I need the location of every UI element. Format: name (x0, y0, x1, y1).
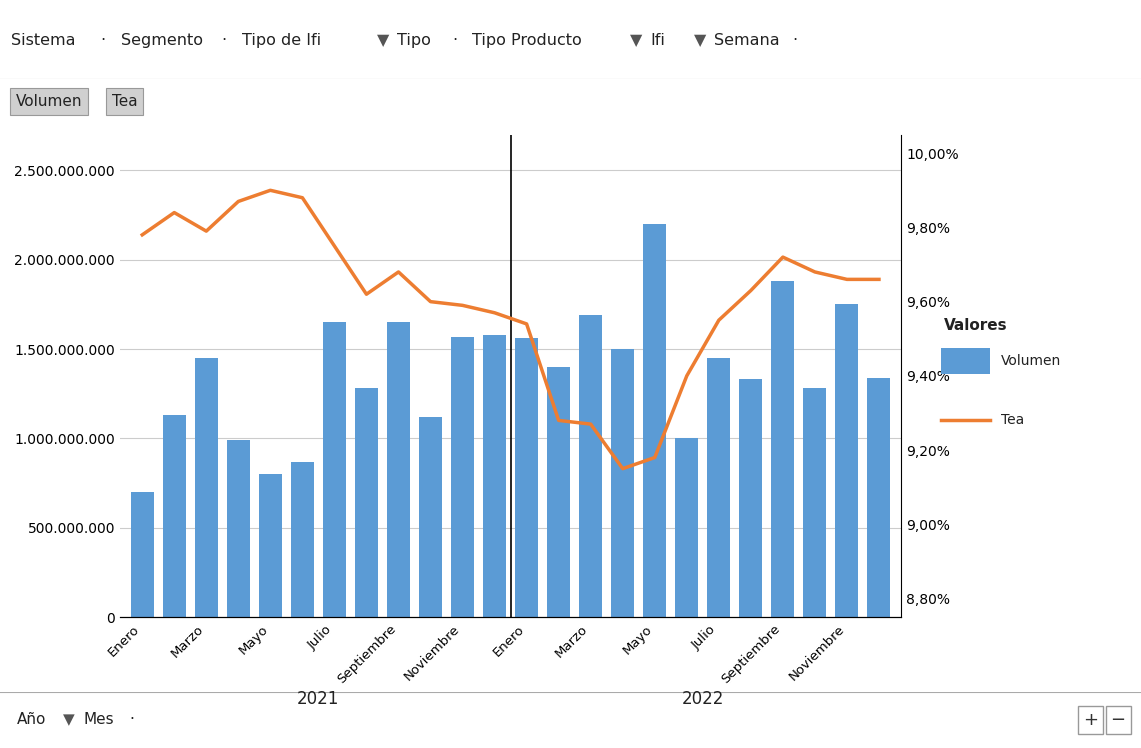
Text: Ifi: Ifi (650, 34, 665, 49)
Bar (580, 315, 602, 617)
Text: ·: · (221, 34, 226, 49)
Text: Volumen: Volumen (16, 94, 82, 109)
Text: 2021: 2021 (297, 690, 340, 708)
Text: Tipo Producto: Tipo Producto (472, 34, 582, 49)
Text: Tea: Tea (1001, 413, 1023, 427)
Bar (291, 462, 314, 617)
Text: Tipo: Tipo (397, 34, 431, 49)
Bar (259, 474, 282, 617)
Bar (771, 281, 794, 617)
Bar (419, 417, 442, 617)
Text: ▼: ▼ (630, 34, 642, 49)
Bar (707, 358, 730, 617)
Bar (355, 388, 378, 617)
Text: −: − (1110, 711, 1126, 729)
Text: Volumen: Volumen (1001, 354, 1061, 368)
Text: +: + (1083, 711, 1099, 729)
Text: ▼: ▼ (63, 712, 74, 728)
Bar (739, 379, 762, 617)
Text: ·: · (792, 34, 796, 49)
Bar (483, 335, 507, 617)
Bar (131, 492, 154, 617)
Text: ·: · (100, 34, 105, 49)
Text: ·: · (129, 712, 133, 728)
Bar (451, 337, 474, 617)
Text: Segmento: Segmento (121, 34, 203, 49)
Text: 2022: 2022 (681, 690, 725, 708)
Text: Tipo de Ifi: Tipo de Ifi (242, 34, 321, 49)
Text: Sistema: Sistema (11, 34, 76, 49)
Text: ·: · (452, 34, 456, 49)
Bar (612, 349, 634, 617)
Text: Semana: Semana (714, 34, 780, 49)
Text: ▼: ▼ (694, 34, 706, 49)
Bar (548, 367, 570, 617)
Bar (675, 438, 698, 617)
Bar (940, 348, 990, 374)
Text: Tea: Tea (112, 94, 137, 109)
Bar (227, 440, 250, 617)
Bar (387, 322, 410, 617)
Bar (644, 224, 666, 617)
Text: ▼: ▼ (377, 34, 389, 49)
Bar (867, 378, 890, 617)
Text: Mes: Mes (83, 712, 114, 728)
Bar (835, 304, 858, 617)
Bar (195, 358, 218, 617)
Text: Valores: Valores (944, 318, 1008, 333)
Bar (803, 388, 826, 617)
Bar (323, 322, 346, 617)
Bar (163, 415, 186, 617)
Bar (515, 338, 539, 617)
Text: Año: Año (17, 712, 47, 728)
